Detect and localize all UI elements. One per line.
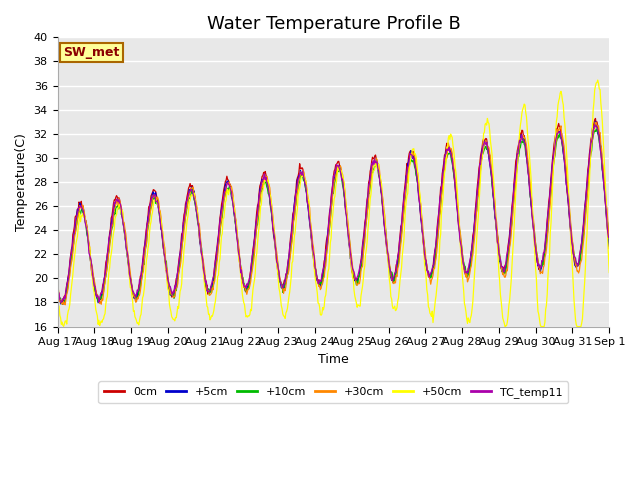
Line: 0cm: 0cm [58, 119, 609, 304]
+50cm [325, 266, 333, 272]
+30cm [326, 224, 333, 230]
+50cm [556, 95, 563, 101]
0cm [380, 210, 387, 216]
+30cm [591, 120, 599, 125]
+50cm [501, 324, 509, 329]
Legend: 0cm, +5cm, +10cm, +30cm, +50cm, TC_temp11: 0cm, +5cm, +10cm, +30cm, +50cm, TC_temp1… [99, 381, 568, 403]
TC_temp11 [605, 234, 613, 240]
+10cm [605, 236, 613, 242]
+10cm [434, 235, 442, 241]
+30cm [380, 198, 387, 204]
+5cm [54, 288, 61, 293]
+30cm [605, 235, 613, 241]
0cm [326, 209, 333, 215]
+5cm [175, 261, 183, 266]
+50cm [379, 196, 387, 202]
+50cm [594, 77, 602, 83]
TC_temp11 [54, 287, 61, 292]
TC_temp11 [434, 223, 442, 228]
X-axis label: Time: Time [318, 353, 349, 366]
+30cm [434, 239, 442, 244]
+10cm [58, 301, 66, 307]
TC_temp11 [175, 256, 183, 262]
TC_temp11 [380, 209, 387, 215]
0cm [591, 116, 599, 121]
Line: TC_temp11: TC_temp11 [58, 125, 609, 302]
+10cm [556, 131, 563, 137]
+30cm [175, 266, 183, 272]
+50cm [605, 270, 613, 276]
+5cm [434, 229, 442, 235]
+50cm [54, 302, 61, 308]
Line: +5cm: +5cm [58, 121, 609, 304]
+5cm [380, 208, 387, 214]
0cm [605, 245, 613, 251]
+50cm [175, 305, 182, 311]
+5cm [605, 243, 613, 249]
+5cm [199, 262, 207, 267]
+10cm [326, 225, 333, 230]
TC_temp11 [58, 300, 65, 305]
TC_temp11 [326, 212, 333, 218]
Y-axis label: Temperature(C): Temperature(C) [15, 133, 28, 231]
TC_temp11 [199, 263, 207, 268]
0cm [175, 253, 183, 259]
+50cm [198, 261, 206, 266]
+5cm [556, 129, 563, 134]
+5cm [591, 119, 599, 124]
Line: +30cm: +30cm [58, 122, 609, 305]
+10cm [380, 205, 387, 211]
+10cm [175, 264, 183, 270]
Line: +50cm: +50cm [58, 80, 609, 326]
+30cm [556, 125, 563, 131]
+50cm [433, 284, 441, 290]
TC_temp11 [591, 122, 598, 128]
+5cm [326, 219, 333, 225]
0cm [59, 301, 67, 307]
Text: SW_met: SW_met [63, 46, 120, 59]
0cm [434, 219, 442, 225]
0cm [556, 124, 563, 130]
0cm [199, 264, 207, 270]
+30cm [199, 257, 207, 263]
+30cm [61, 302, 69, 308]
0cm [54, 284, 61, 290]
+5cm [57, 301, 65, 307]
+10cm [54, 285, 61, 290]
Title: Water Temperature Profile B: Water Temperature Profile B [207, 15, 460, 33]
Line: +10cm: +10cm [58, 128, 609, 304]
+10cm [199, 262, 207, 268]
+10cm [594, 125, 602, 131]
+30cm [54, 283, 61, 288]
TC_temp11 [556, 130, 563, 135]
